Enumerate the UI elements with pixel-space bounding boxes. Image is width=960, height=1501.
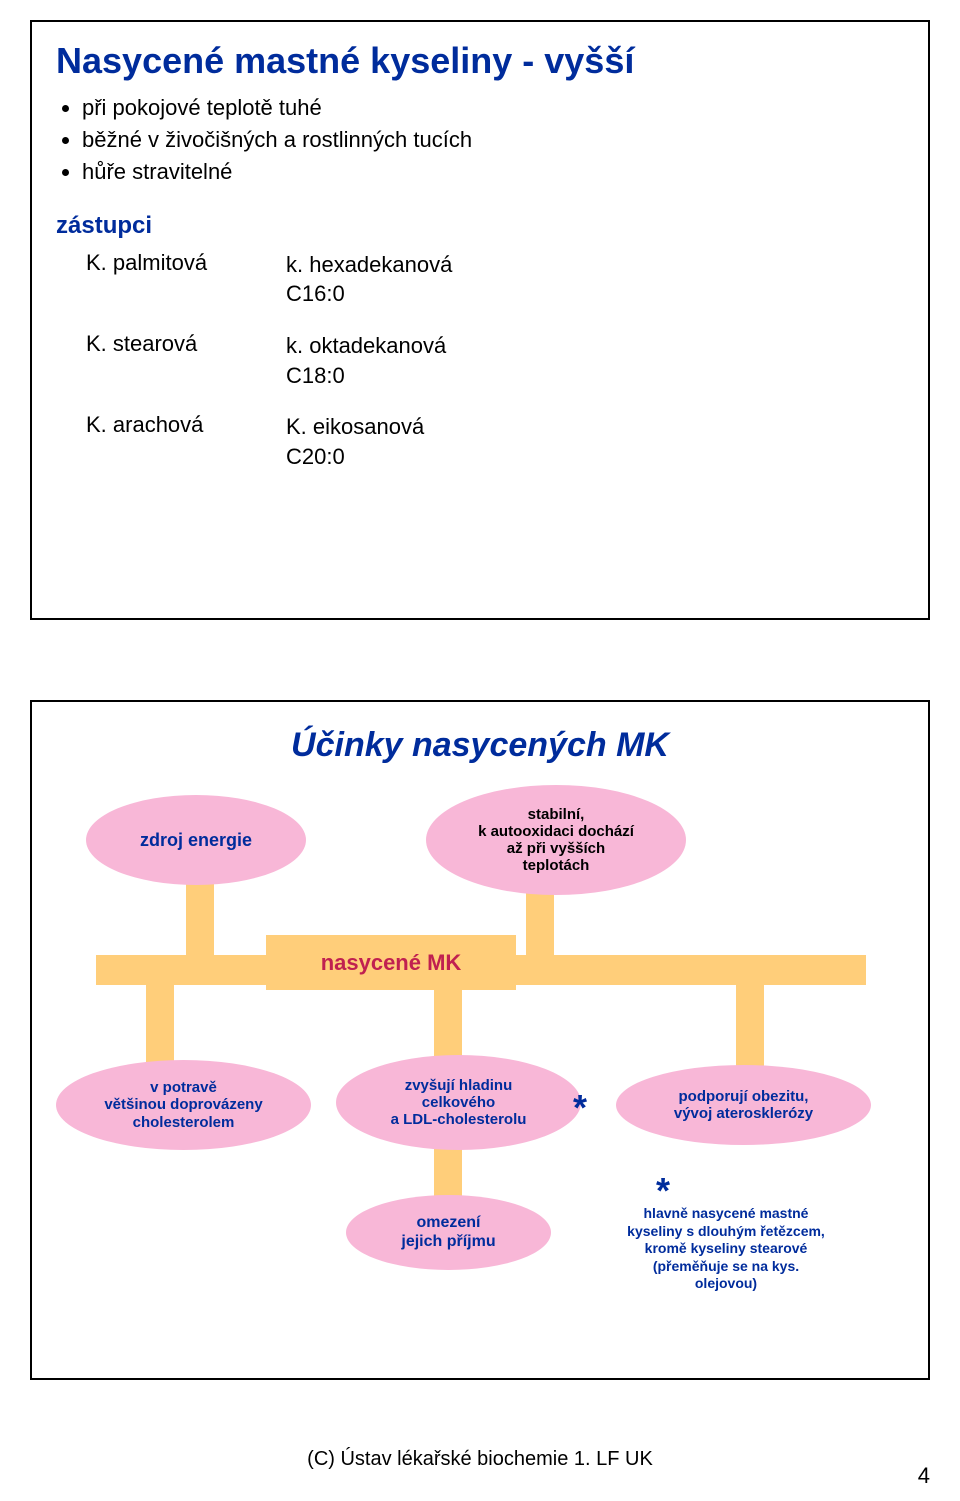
page-number: 4 (918, 1463, 930, 1489)
acid-left: K. arachová (56, 412, 286, 471)
diagram: zdroj energie stabilní, k autooxidaci do… (56, 795, 904, 1335)
oval-ldl: zvyšují hladinu celkového a LDL-choleste… (336, 1055, 581, 1150)
slide1-title: Nasycené mastné kyseliny - vyšší (56, 40, 904, 82)
center-label: nasycené MK (266, 935, 516, 990)
acid-row: K. arachová K. eikosanová C20:0 (56, 412, 904, 471)
center-text: nasycené MK (321, 950, 462, 976)
acid-right: K. eikosanová C20:0 (286, 412, 424, 471)
slide-2: Účinky nasycených MK zdroj energie stabi… (30, 700, 930, 1380)
acid-name: k. hexadekanová (286, 250, 452, 280)
oval-text: stabilní, k autooxidaci dochází až při v… (478, 806, 634, 875)
oval-text: podporují obezitu, vývoj aterosklerózy (674, 1088, 813, 1123)
slide1-sublabel: zástupci (56, 212, 904, 240)
oval-text: v potravě většinou doprovázeny cholester… (104, 1079, 262, 1131)
oval-energy: zdroj energie (86, 795, 306, 885)
bullet-item: při pokojové teplotě tuhé (82, 92, 904, 124)
oval-obez: podporují obezitu, vývoj aterosklerózy (616, 1065, 871, 1145)
footer: (C) Ústav lékařské biochemie 1. LF UK (0, 1448, 960, 1471)
acid-name: k. oktadekanová (286, 331, 446, 361)
acid-formula: C20:0 (286, 442, 424, 472)
bullet-item: hůře stravitelné (82, 156, 904, 188)
footnote: hlavně nasycené mastné kyseliny s dlouhý… (596, 1205, 856, 1293)
star-icon: * (573, 1090, 587, 1126)
acid-name: K. eikosanová (286, 412, 424, 442)
star-icon: * (656, 1173, 670, 1209)
slide1-bullets: při pokojové teplotě tuhé běžné v živoči… (56, 92, 904, 188)
oval-text: omezení jejich příjmu (401, 1214, 495, 1251)
acid-row: K. palmitová k. hexadekanová C16:0 (56, 250, 904, 309)
acid-left: K. stearová (56, 331, 286, 390)
acid-row: K. stearová k. oktadekanová C18:0 (56, 331, 904, 390)
oval-text: zvyšují hladinu celkového a LDL-choleste… (391, 1077, 527, 1129)
acid-right: k. oktadekanová C18:0 (286, 331, 446, 390)
oval-omez: omezení jejich příjmu (346, 1195, 551, 1270)
acid-right: k. hexadekanová C16:0 (286, 250, 452, 309)
acid-left: K. palmitová (56, 250, 286, 309)
bullet-item: běžné v živočišných a rostlinných tucích (82, 124, 904, 156)
oval-text: zdroj energie (140, 830, 252, 851)
note-text: hlavně nasycené mastné kyseliny s dlouhý… (627, 1205, 825, 1291)
slide-1: Nasycené mastné kyseliny - vyšší při pok… (30, 20, 930, 620)
oval-stabil: stabilní, k autooxidaci dochází až při v… (426, 785, 686, 895)
acid-formula: C18:0 (286, 361, 446, 391)
slide2-title: Účinky nasycených MK (56, 726, 904, 765)
acid-formula: C16:0 (286, 279, 452, 309)
oval-chol: v potravě většinou doprovázeny cholester… (56, 1060, 311, 1150)
